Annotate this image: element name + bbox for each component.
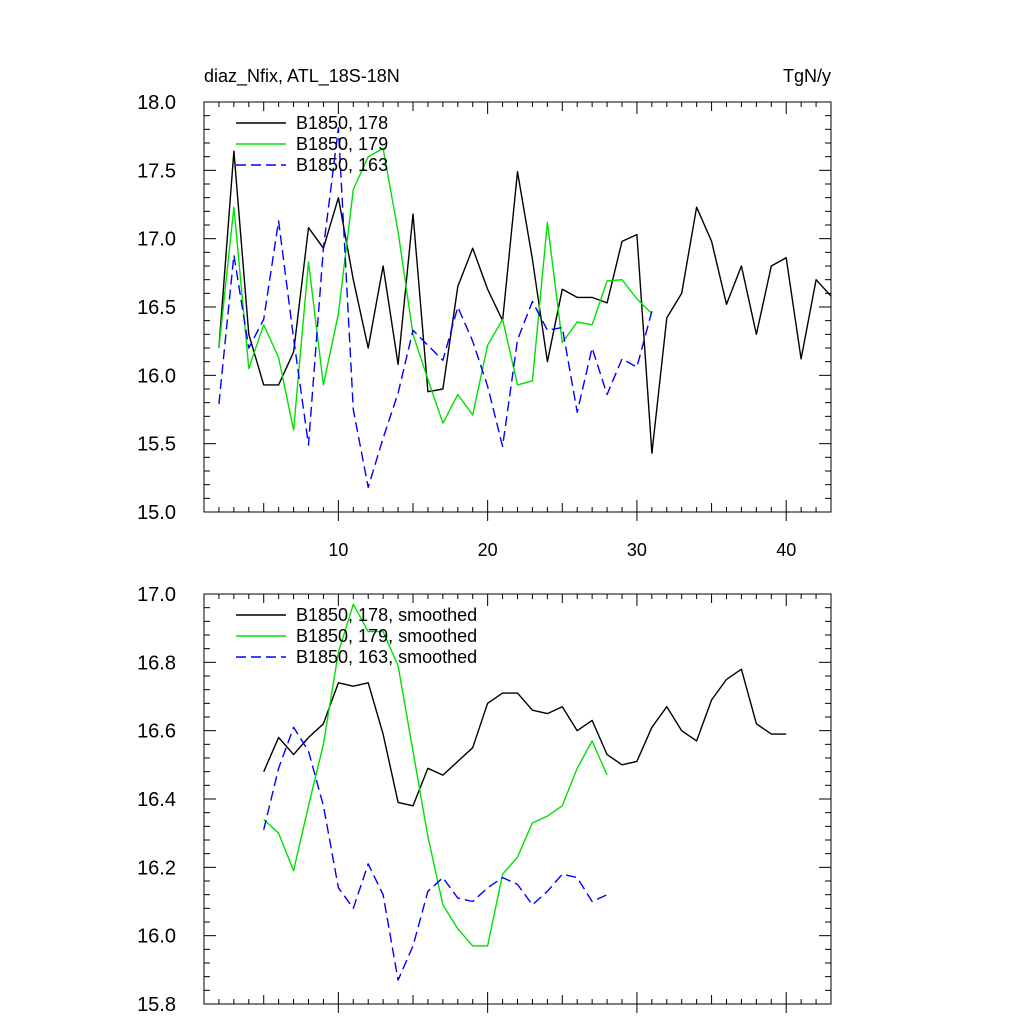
- y-tick-label: 16.0: [137, 365, 176, 387]
- y-tick-label: 16.5: [137, 297, 176, 319]
- y-tick-label: 15.5: [137, 434, 176, 456]
- bottom-panel: 15.8 16.0 16.2 16.4 16.6 16.8 17.0 B1850, 178,…: [137, 584, 832, 1016]
- y-tick-label: 18.0: [137, 92, 176, 114]
- x-tick-label: 30: [627, 540, 647, 560]
- y-tick-label: 17.5: [137, 160, 176, 182]
- legend-label-2: B1850, 163: [296, 155, 388, 175]
- top-panel-title-right: TgN/y: [783, 66, 831, 86]
- top-panel-series: [218, 127, 832, 489]
- legend-label-2: B1850, 163, smoothed: [296, 647, 477, 667]
- series-line-2: [263, 726, 608, 981]
- bottom-panel-ticks: 15.8 16.0 16.2 16.4 16.6 16.8 17.0: [137, 584, 832, 1016]
- bottom-panel-series: [263, 603, 787, 981]
- y-tick-label: 16.4: [137, 789, 176, 811]
- series-line-0: [218, 150, 832, 454]
- y-tick-label: 16.2: [137, 857, 176, 879]
- x-tick-label: 40: [776, 540, 796, 560]
- y-tick-label: 15.8: [137, 994, 176, 1016]
- series-line-1: [218, 147, 653, 431]
- legend-label-1: B1850, 179: [296, 134, 388, 154]
- x-tick-label: 10: [328, 540, 348, 560]
- y-tick-label: 16.6: [137, 721, 176, 743]
- top-panel: diaz_Nfix, ATL_18S-18N TgN/y 10 20 30 40 15.…: [137, 66, 832, 560]
- x-tick-label: 20: [478, 540, 498, 560]
- y-tick-label: 17.0: [137, 229, 176, 251]
- legend-label-0: B1850, 178, smoothed: [296, 605, 477, 625]
- y-tick-label: 16.0: [137, 926, 176, 948]
- series-line-0: [263, 668, 787, 807]
- legend-label-0: B1850, 178: [296, 113, 388, 133]
- y-tick-label: 15.0: [137, 502, 176, 524]
- top-panel-ticks: 10 20 30 40 15.0 15.5 16.0 16.5 17.0 17.5 18.0: [137, 92, 832, 560]
- y-tick-label: 16.8: [137, 652, 176, 674]
- y-tick-label: 17.0: [137, 584, 176, 606]
- legend-label-1: B1850, 179, smoothed: [296, 626, 477, 646]
- series-line-2: [218, 127, 653, 489]
- series-line-1: [263, 603, 608, 947]
- top-panel-title-left: diaz_Nfix, ATL_18S-18N: [204, 66, 400, 87]
